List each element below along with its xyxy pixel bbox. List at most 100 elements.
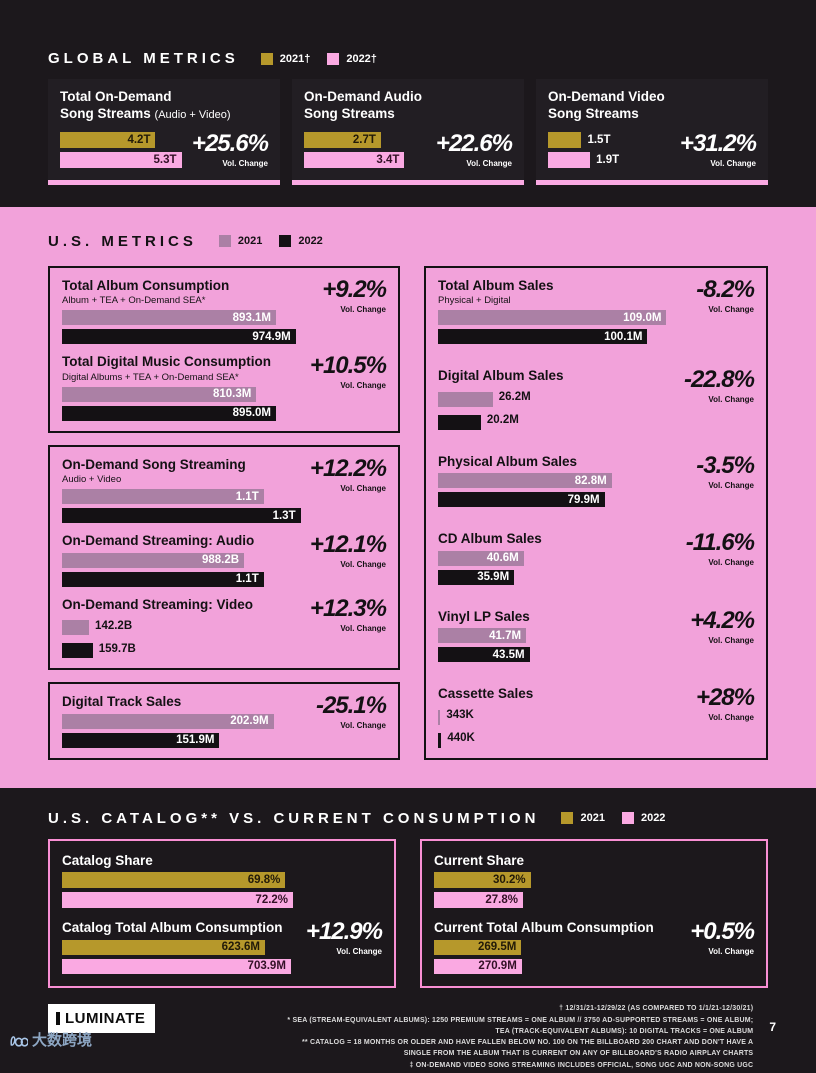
metric-main: CD Album Sales 40.6M 35.9M	[438, 531, 676, 585]
bar-value-2021: 810.3M	[212, 388, 252, 401]
legend-swatch-2021	[260, 52, 273, 65]
metric-title: Digital Album Sales	[438, 368, 564, 384]
bar-value-2022: 1.9T	[596, 153, 620, 166]
bar-2022	[548, 151, 591, 168]
footnote-sea-tea: * SEA (STREAM-EQUIVALENT ALBUMS): 1250 P…	[287, 1016, 754, 1035]
bar-value-2021: 69.8%	[247, 874, 281, 887]
metric-vinyl-lp-sales: Vinyl LP Sales 41.7M 43.5M +4.2% Vol. Ch…	[438, 608, 755, 663]
bar-value-2022: 100.1M	[604, 330, 643, 343]
metric-title: On-Demand Song Streaming	[62, 456, 246, 472]
metric-main: On-Demand Song Streaming Audio + Video 1…	[62, 457, 308, 524]
box-digital-track-sales: Digital Track Sales 202.9M 151.9M -25.1%…	[48, 682, 400, 760]
card-on-demand-video-streams: On-Demand Video Song Streams 1.5T 1.9T	[536, 79, 768, 185]
legend-swatch-2022	[327, 52, 340, 65]
change-percent: +12.3%	[309, 594, 387, 622]
bar-value-2021: 1.5T	[587, 133, 611, 146]
box-album-sales: Total Album Sales Physical + Digital 109…	[424, 265, 768, 760]
change-percent: +22.6%	[435, 129, 513, 157]
metric-title: CD Album Sales	[438, 531, 542, 547]
change-percent: -22.8%	[683, 366, 755, 394]
metric-title: Digital Track Sales	[62, 694, 182, 710]
bar-2022	[62, 643, 93, 659]
vol-change-label: Vol. Change	[708, 558, 754, 568]
footnote-catalog-definition: ** CATALOG = 18 MONTHS OR OLDER AND HAVE…	[302, 1039, 754, 1058]
metric-main: Total Album Sales Physical + Digital 109…	[438, 278, 676, 345]
bar-value-2021: 988.2B	[201, 554, 240, 567]
bar-2021: 41.7M	[438, 628, 527, 644]
bar-2021: 40.6M	[438, 550, 524, 566]
bar-2022: 895.0M	[62, 405, 277, 421]
metric-title: Total Album Consumption	[62, 277, 230, 293]
vol-change-label: Vol. Change	[708, 395, 754, 405]
card-title: On-Demand Video Song Streams	[548, 89, 756, 123]
bar-2021: 988.2B	[62, 552, 245, 568]
change-percent: +31.2%	[679, 129, 757, 157]
metric-current-total-album-consumption: Current Total Album Consumption 269.5M 2…	[434, 918, 755, 974]
vol-change: +12.2% Vol. Change	[308, 456, 387, 493]
bar-2022: 974.9M	[62, 329, 296, 345]
bar-value-2022: 35.9M	[477, 571, 510, 584]
bar-2022: 3.4T	[304, 151, 405, 168]
bar-value-2021: 623.6M	[221, 941, 260, 954]
bar-value-2022: 72.2%	[255, 894, 289, 907]
card-body: 2.7T 3.4T +22.6% Vol. Change	[304, 129, 513, 168]
bar-row-2022: 440K	[438, 729, 676, 748]
bar-2022	[438, 732, 442, 748]
bar-2022: 1.1T	[62, 571, 264, 587]
change-percent: +12.1%	[309, 531, 387, 559]
bar-value-2022: 440K	[447, 732, 475, 745]
bar-value-2022: 895.0M	[232, 407, 272, 420]
bar-2022: 100.1M	[438, 329, 648, 345]
vol-change-label: Vol. Change	[710, 158, 756, 168]
vol-change: +12.3% Vol. Change	[308, 594, 387, 633]
page-number: 7	[769, 1019, 776, 1034]
vol-change-label: Vol. Change	[708, 713, 754, 723]
change-percent: +0.5%	[690, 918, 755, 946]
card-total-on-demand-streams: Total On-Demand Song Streams (Audio + Vi…	[48, 79, 280, 185]
bars: 1.5T 1.9T	[548, 131, 672, 168]
legend-label-2021: 2021	[237, 235, 263, 248]
metric-main: Digital Album Sales 26.2M 20.2M	[438, 368, 676, 430]
bar-2021	[62, 620, 90, 636]
bar-value-2021: 893.1M	[232, 311, 272, 324]
bar-2022: 35.9M	[438, 569, 515, 585]
bar-row-2021: 1.5T	[548, 131, 672, 148]
metric-subtitle: Physical + Digital	[438, 295, 511, 307]
card-body: 1.5T 1.9T +31.2% Vol. Change	[548, 129, 757, 168]
change-percent: -25.1%	[315, 692, 387, 720]
bar-value-2022: 151.9M	[176, 734, 215, 747]
bar-value-2021: 142.2B	[95, 619, 133, 632]
box-album-consumption: Total Album Consumption Album + TEA + On…	[48, 265, 400, 433]
global-legend: 2021† 2022†	[260, 52, 387, 65]
bars: 4.2T 5.3T	[60, 131, 184, 168]
change-percent: +28%	[695, 684, 755, 712]
catalog-header: U.S. CATALOG** VS. CURRENT CONSUMPTION 2…	[48, 810, 768, 827]
metric-total-digital-music-consumption: Total Digital Music Consumption Digital …	[62, 352, 387, 421]
bar-2021: 269.5M	[434, 939, 522, 955]
watermark-icon	[10, 1035, 28, 1047]
luminate-logo-mark	[56, 1011, 60, 1025]
footer: LUMINATE † 12/31/21-12/29/22 (AS COMPARE…	[0, 988, 816, 1073]
bar-value-2021: 2.7T	[352, 133, 376, 146]
card-catalog: Catalog Share 69.8% 72.2% Catalog Total …	[48, 838, 396, 988]
card-title-line2: Song Streams	[548, 105, 639, 121]
catalog-legend: 2021 2022	[561, 812, 675, 825]
bar-2022: 1.3T	[62, 508, 301, 524]
vol-change: -11.6% Vol. Change	[676, 531, 755, 568]
bar-row-2021: 142.2B	[62, 616, 308, 636]
bar-2022: 27.8%	[434, 892, 523, 909]
metric-main: Cassette Sales 343K 440K	[438, 686, 676, 748]
bar-2022: 43.5M	[438, 647, 530, 663]
change-percent: +10.5%	[309, 352, 387, 380]
card-title: Total On-Demand Song Streams (Audio + Vi…	[60, 89, 268, 123]
metric-title: Current Total Album Consumption	[434, 920, 654, 936]
vol-change-label: Vol. Change	[336, 947, 382, 957]
bar-value-2021: 202.9M	[230, 715, 269, 728]
legend-label-2021: 2021	[580, 812, 605, 825]
metric-subtitle: Album + TEA + On-Demand SEA*	[62, 295, 206, 307]
metric-title: Total Album Sales	[438, 277, 554, 293]
metric-title: Current Share	[434, 852, 525, 868]
metric-physical-album-sales: Physical Album Sales 82.8M 79.9M -3.5% V…	[438, 453, 755, 508]
metric-catalog-share: Catalog Share 69.8% 72.2%	[62, 853, 382, 909]
bars: 2.7T 3.4T	[304, 131, 428, 168]
